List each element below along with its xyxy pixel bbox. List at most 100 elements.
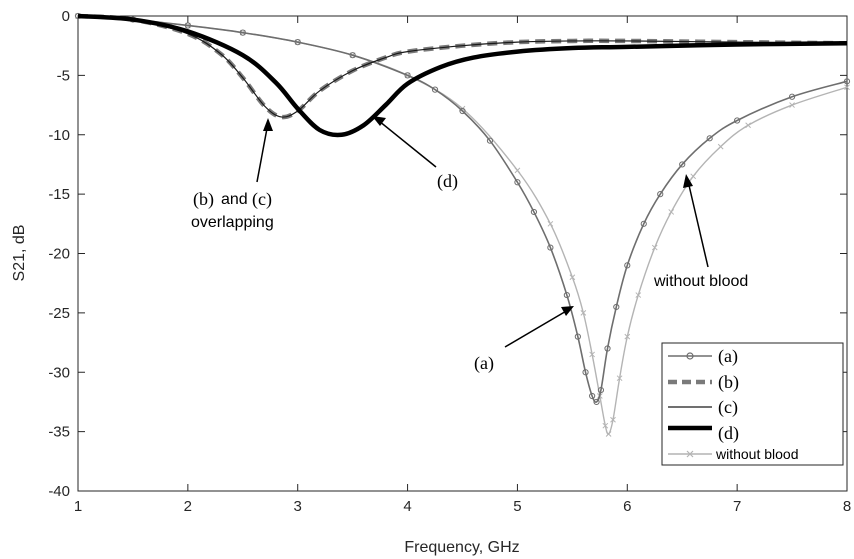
y-tick-label: -10 (48, 127, 70, 144)
data-point (574, 333, 581, 340)
data-point (349, 52, 356, 59)
axes-ticks: 1 2 3 4 5 6 7 8 0 -5 -10 -15 -20 -25 -30 -35 -40 (48, 8, 851, 515)
annotation-bc-label-overlapping: overlapping (191, 214, 274, 231)
annotation-d-arrowhead (372, 116, 386, 126)
legend-box (661, 342, 844, 466)
data-point (294, 39, 301, 46)
y-tick-label: -30 (48, 364, 70, 381)
annotation-bc: (b) and (c) overlapping (191, 118, 274, 231)
annotation-a-label: (a) (474, 353, 494, 374)
data-point (530, 208, 538, 216)
data-point (624, 333, 631, 340)
data-point (597, 386, 605, 394)
x-tick-label: 3 (294, 498, 302, 515)
x-tick-label: 2 (184, 498, 192, 515)
x-tick-label: 5 (513, 498, 521, 515)
data-point (717, 143, 724, 150)
data-point (668, 209, 675, 215)
legend-entry-d: (d) (668, 423, 739, 444)
data-point (690, 173, 697, 180)
data-point (657, 191, 664, 198)
data-point (431, 86, 439, 93)
legend-label-wb: without blood (715, 446, 799, 462)
data-point (679, 161, 686, 168)
data-point (580, 310, 587, 316)
data-point (184, 22, 191, 29)
annotation-d-arrow-line (378, 120, 437, 168)
data-point (486, 137, 494, 144)
data-point (610, 416, 616, 423)
y-tick-label: -40 (48, 483, 70, 500)
legend-entry-c: (c) (668, 397, 738, 418)
y-tick-label: -15 (48, 186, 70, 203)
data-point (613, 303, 620, 311)
x-tick-label: 8 (843, 498, 851, 515)
data-point (547, 244, 554, 251)
x-tick-label: 4 (403, 498, 411, 515)
legend-label-b: (b) (718, 372, 739, 393)
legend-entry-a: (a) (668, 346, 738, 367)
annotation-wb-arrow-line (687, 180, 709, 268)
legend-label-a: (a) (718, 346, 738, 367)
data-point (602, 422, 609, 429)
legend-label-c: (c) (718, 397, 738, 418)
data-point (459, 107, 466, 115)
data-point (582, 369, 589, 376)
data-point (616, 375, 623, 382)
annotation-without-blood: without blood (653, 174, 748, 290)
annotation-bc-label-c: (c) (252, 189, 272, 210)
data-point (843, 78, 851, 85)
series-c (77, 15, 848, 118)
legend-marker-wb (686, 450, 694, 458)
legend-entry-b: (b) (668, 372, 739, 393)
annotation-a-arrow-line (504, 309, 569, 348)
series-d (77, 13, 848, 138)
data-point (651, 244, 658, 251)
y-axis-label: S21, dB (11, 225, 28, 282)
y-tick-label: -35 (48, 424, 70, 441)
data-point (624, 262, 631, 269)
annotation-wb-arrowhead (683, 174, 693, 188)
data-point (514, 179, 521, 186)
x-tick-label: 7 (733, 498, 741, 515)
data-point (239, 29, 246, 36)
annotation-wb-label: without blood (653, 273, 748, 290)
series-layer (74, 12, 851, 437)
data-point (547, 220, 554, 227)
annotation-a: (a) (474, 306, 574, 374)
data-point (514, 167, 521, 174)
data-point (404, 72, 411, 79)
data-point (589, 392, 596, 400)
data-point (788, 93, 796, 100)
annotation-bc-label-and: and (221, 191, 248, 208)
data-point (706, 135, 713, 142)
data-point (563, 291, 570, 299)
data-point (635, 292, 642, 298)
annotation-d-label: (d) (437, 171, 458, 192)
series-line-d (77, 13, 848, 138)
data-point (640, 220, 647, 227)
data-point (789, 102, 795, 108)
series-line-a (77, 15, 848, 403)
data-point (604, 345, 611, 352)
annotation-bc-arrowhead (263, 118, 273, 131)
x-axis-label: Frequency, GHz (404, 539, 519, 556)
y-tick-label: -25 (48, 305, 70, 322)
annotation-d: (d) (372, 116, 458, 192)
data-point (569, 274, 576, 281)
data-point (734, 117, 741, 124)
y-tick-label: -20 (48, 246, 70, 263)
legend-label-d: (d) (718, 423, 739, 444)
data-point (593, 398, 600, 406)
legend: (a) (b) (c) (d) without blood (661, 342, 844, 466)
series-a (74, 12, 851, 406)
x-tick-label: 1 (74, 498, 82, 515)
legend-marker-a (686, 352, 694, 360)
annotation-a-arrowhead (561, 306, 574, 316)
x-tick-label: 6 (623, 498, 631, 515)
series-line-c (77, 15, 848, 118)
annotation-bc-label-b: (b) (193, 189, 214, 210)
legend-entry-without-blood: without blood (668, 446, 799, 462)
annotation-bc-arrow-line (256, 122, 269, 183)
